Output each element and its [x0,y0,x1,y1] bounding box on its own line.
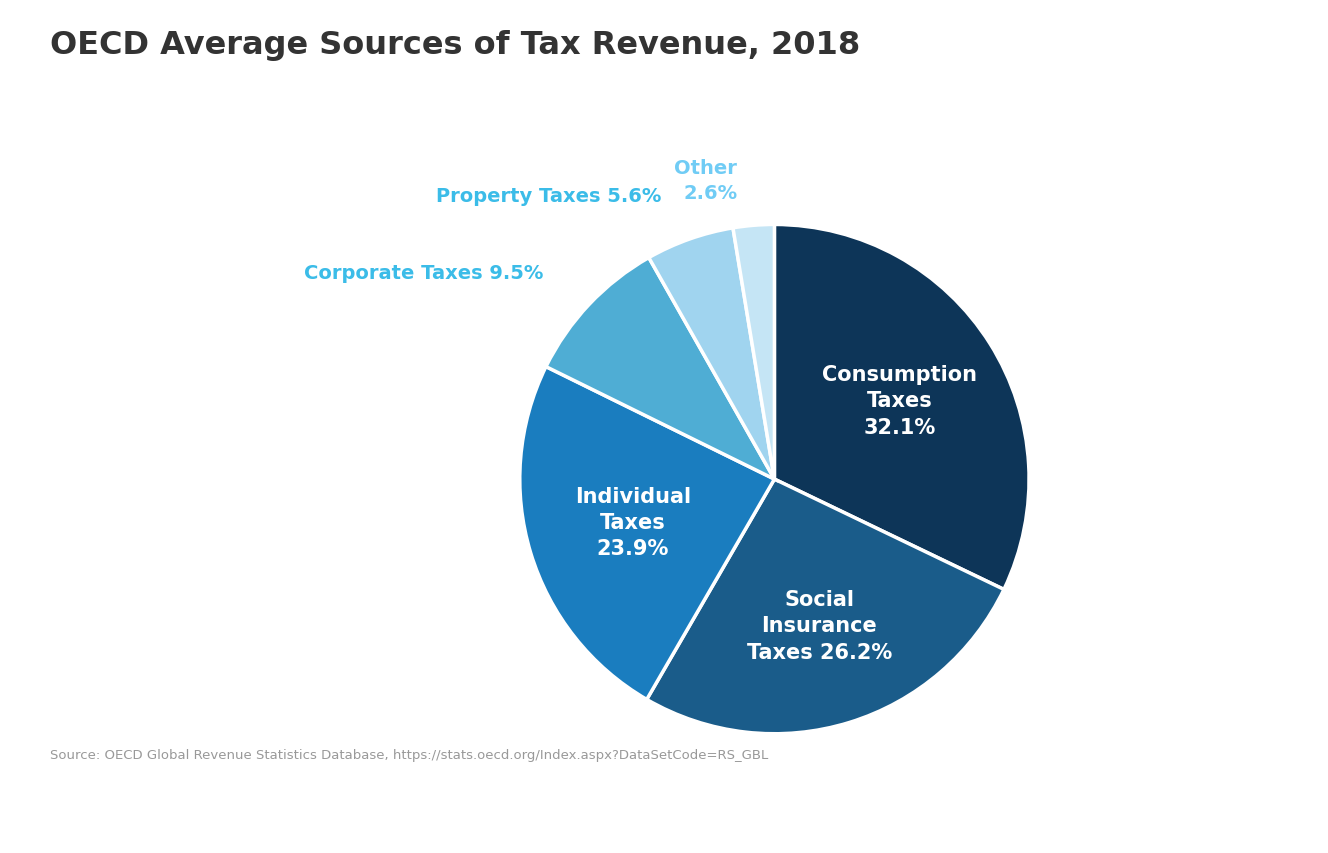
Text: Social
Insurance
Taxes 26.2%: Social Insurance Taxes 26.2% [746,589,892,662]
Text: Consumption
Taxes
32.1%: Consumption Taxes 32.1% [822,364,977,438]
Wedge shape [733,225,774,479]
Text: Property Taxes 5.6%: Property Taxes 5.6% [436,187,661,206]
Text: Source: OECD Global Revenue Statistics Database, https://stats.oecd.org/Index.as: Source: OECD Global Revenue Statistics D… [50,748,769,761]
Wedge shape [774,225,1029,589]
Wedge shape [647,479,1004,734]
Wedge shape [649,229,774,479]
Text: @TaxFoundation: @TaxFoundation [1134,812,1299,830]
Text: OECD Average Sources of Tax Revenue, 2018: OECD Average Sources of Tax Revenue, 201… [50,30,861,61]
Text: Corporate Taxes 9.5%: Corporate Taxes 9.5% [304,264,543,283]
Wedge shape [546,258,774,479]
Text: TAX FOUNDATION: TAX FOUNDATION [29,811,223,831]
Wedge shape [519,367,774,699]
Text: Individual
Taxes
23.9%: Individual Taxes 23.9% [575,486,691,559]
Text: Other
2.6%: Other 2.6% [675,159,737,202]
